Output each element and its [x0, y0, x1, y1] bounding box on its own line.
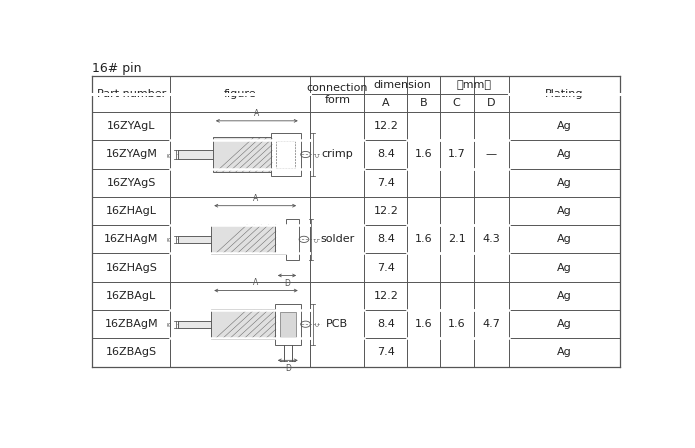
- Text: 1.6: 1.6: [415, 234, 432, 244]
- Text: 16ZHAgL: 16ZHAgL: [106, 206, 157, 216]
- Text: D: D: [285, 364, 291, 373]
- Text: 16ZBAgS: 16ZBAgS: [106, 348, 157, 358]
- Text: Ag: Ag: [557, 234, 572, 244]
- Text: crimp: crimp: [322, 150, 353, 159]
- Text: A: A: [254, 109, 259, 118]
- Polygon shape: [178, 150, 214, 159]
- Text: B: B: [167, 322, 172, 326]
- Text: 16ZBAgM: 16ZBAgM: [104, 319, 158, 329]
- Text: 1.6: 1.6: [448, 319, 466, 329]
- Polygon shape: [211, 224, 276, 254]
- Text: Ag: Ag: [557, 263, 572, 273]
- Polygon shape: [275, 219, 299, 260]
- Text: （mm）: （mm）: [457, 80, 491, 90]
- Text: Ag: Ag: [557, 206, 572, 216]
- Polygon shape: [275, 304, 301, 345]
- Text: 12.2: 12.2: [373, 206, 398, 216]
- Text: connection
form: connection form: [306, 83, 368, 105]
- Text: 4.7: 4.7: [482, 319, 500, 329]
- Text: 16# pin: 16# pin: [92, 62, 142, 75]
- Text: D: D: [487, 98, 496, 108]
- Polygon shape: [271, 133, 301, 176]
- Text: Ag: Ag: [557, 348, 572, 358]
- Text: 12.2: 12.2: [373, 291, 398, 301]
- Text: B: B: [167, 237, 172, 241]
- Text: 8.4: 8.4: [377, 234, 395, 244]
- Text: 16ZYAgS: 16ZYAgS: [106, 178, 156, 188]
- Polygon shape: [213, 137, 272, 172]
- Text: C: C: [452, 98, 461, 108]
- Text: 16ZYAgM: 16ZYAgM: [106, 150, 157, 159]
- Text: Ag: Ag: [557, 121, 572, 131]
- Text: A: A: [382, 98, 390, 108]
- Text: 12.2: 12.2: [373, 121, 398, 131]
- Text: 7.4: 7.4: [377, 178, 395, 188]
- Text: A: A: [254, 279, 259, 288]
- Text: 4.3: 4.3: [482, 234, 500, 244]
- Text: C: C: [316, 152, 321, 157]
- Text: 16ZHAgS: 16ZHAgS: [106, 263, 157, 273]
- Polygon shape: [178, 236, 213, 243]
- Text: 1.6: 1.6: [415, 319, 432, 329]
- Text: 7.4: 7.4: [377, 263, 395, 273]
- Text: C: C: [316, 322, 321, 327]
- Text: dimension: dimension: [373, 80, 431, 90]
- Polygon shape: [280, 312, 295, 336]
- Text: 8.4: 8.4: [377, 319, 395, 329]
- Polygon shape: [178, 321, 213, 327]
- Text: —: —: [486, 150, 497, 159]
- Text: C: C: [314, 237, 319, 241]
- Polygon shape: [211, 310, 276, 339]
- Text: B: B: [167, 152, 172, 157]
- Text: PCB: PCB: [326, 319, 348, 329]
- Text: Ag: Ag: [557, 291, 572, 301]
- Text: 16ZBAgL: 16ZBAgL: [106, 291, 156, 301]
- Text: Plating: Plating: [545, 89, 584, 99]
- Text: 16ZHAgM: 16ZHAgM: [104, 234, 158, 244]
- Text: 16ZYAgL: 16ZYAgL: [107, 121, 156, 131]
- Text: A: A: [252, 194, 258, 202]
- Text: Ag: Ag: [557, 150, 572, 159]
- Text: Ag: Ag: [557, 178, 572, 188]
- Text: 8.4: 8.4: [377, 150, 395, 159]
- Text: 1.6: 1.6: [415, 150, 432, 159]
- Text: solder: solder: [320, 234, 354, 244]
- Text: 1.7: 1.7: [448, 150, 466, 159]
- Text: B: B: [420, 98, 427, 108]
- Text: 2.1: 2.1: [448, 234, 466, 244]
- Text: figure: figure: [224, 89, 256, 99]
- Text: Part number: Part number: [97, 89, 166, 99]
- Text: Ag: Ag: [557, 319, 572, 329]
- Text: 7.4: 7.4: [377, 348, 395, 358]
- Text: D: D: [284, 279, 290, 288]
